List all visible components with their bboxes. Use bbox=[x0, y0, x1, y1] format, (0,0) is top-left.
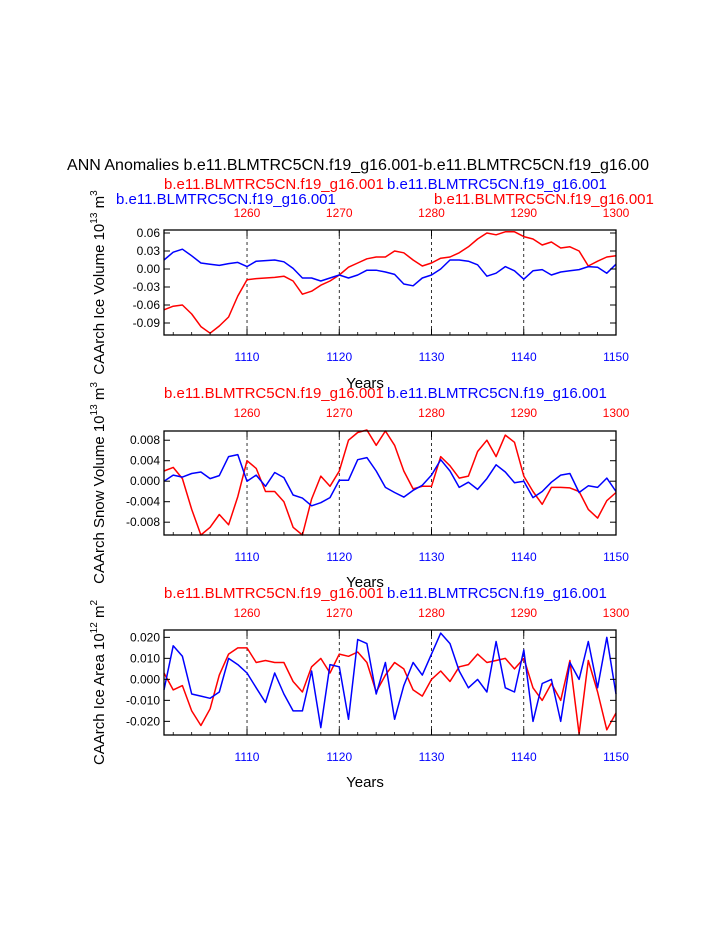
x-tick-label-bottom: 1110 bbox=[235, 550, 260, 564]
x-tick-label-top: 1260 bbox=[234, 406, 261, 420]
x-tick-label-bottom: 1140 bbox=[511, 750, 537, 764]
y-tick-label: 0.000 bbox=[130, 672, 160, 686]
x-tick-label-top: 1290 bbox=[510, 406, 537, 420]
y-tick-label: 0.000 bbox=[130, 474, 160, 488]
y-tick-label: 0.010 bbox=[130, 651, 160, 665]
y-axis-label: CAArch Ice Area 1012 m2 bbox=[89, 600, 108, 766]
x-tick-label-top: 1300 bbox=[603, 606, 630, 620]
y-axis-label-part: CAArch Snow Volume 10 bbox=[91, 415, 108, 583]
x-tick-label-bottom: 1150 bbox=[603, 750, 629, 764]
x-tick-label-bottom: 1150 bbox=[603, 350, 629, 364]
x-tick-label-bottom: 1120 bbox=[326, 750, 352, 764]
panel-1: 0.06 0.03 0.00 -0.03 -0.06 -0.09 1110 1120 1130 1… bbox=[89, 176, 654, 392]
panel-2: 0.008 0.004 0.000 -0.004 -0.008 1110 1120 1130 1… bbox=[89, 382, 630, 591]
y-tick-label: 0.06 bbox=[137, 226, 161, 240]
main-title: ANN Anomalies b.e11.BLMTRC5CN.f19_g16.00… bbox=[67, 157, 649, 174]
y-axis-label-part: 3 bbox=[89, 190, 100, 196]
x-tick-label-bottom: 1120 bbox=[326, 350, 352, 364]
x-tick-label-bottom: 1130 bbox=[419, 350, 445, 364]
y-axis-label-part: CAArch Ice Area 10 bbox=[91, 633, 108, 765]
x-axis-label: Years bbox=[346, 574, 384, 591]
x-tick-label-bottom: 1140 bbox=[511, 350, 537, 364]
y-axis-label: CAArch Snow Volume 1013 m3 bbox=[89, 382, 108, 584]
series-label-top: b.e11.BLMTRC5CN.f19_g16.001 bbox=[387, 176, 607, 193]
series-line-blue bbox=[163, 453, 617, 507]
y-axis-label-part: CAArch Ice Volume 10 bbox=[91, 224, 108, 375]
x-tick-label-top: 1260 bbox=[234, 206, 261, 220]
y-tick-label: -0.008 bbox=[126, 515, 160, 529]
x-tick-label-top: 1280 bbox=[418, 606, 445, 620]
y-tick-label: -0.010 bbox=[126, 693, 160, 707]
series-line-red bbox=[163, 647, 617, 735]
x-tick-label-top: 1260 bbox=[234, 606, 261, 620]
y-tick-label: 0.03 bbox=[137, 244, 161, 258]
x-tick-label-top: 1300 bbox=[603, 206, 630, 220]
y-axis-label: CAArch Ice Volume 1013 m3 bbox=[89, 190, 108, 375]
series-label-top: b.e11.BLMTRC5CN.f19_g16.001 bbox=[387, 385, 607, 402]
x-tick-label-top: 1280 bbox=[418, 406, 445, 420]
y-tick-label: 0.004 bbox=[130, 454, 160, 468]
series-label-top: b.e11.BLMTRC5CN.f19_g16.001 bbox=[387, 585, 607, 602]
x-tick-label-top: 1270 bbox=[326, 606, 353, 620]
y-tick-label: 0.008 bbox=[130, 433, 160, 447]
y-tick-label: -0.09 bbox=[133, 316, 161, 330]
y-axis-label-part: m bbox=[91, 388, 108, 405]
y-tick-label: 0.020 bbox=[130, 630, 160, 644]
series-label-top: b.e11.BLMTRC5CN.f19_g16.001 bbox=[164, 585, 384, 602]
x-tick-label-top: 1290 bbox=[510, 206, 537, 220]
x-axis-label: Years bbox=[346, 774, 384, 791]
x-tick-label-top: 1270 bbox=[326, 206, 353, 220]
x-tick-label-bottom: 1120 bbox=[326, 550, 352, 564]
series-label-top: b.e11.BLMTRC5CN.f19_g16.001 bbox=[116, 191, 336, 208]
series-line-red bbox=[163, 429, 617, 536]
x-tick-label-bottom: 1110 bbox=[235, 350, 260, 364]
y-tick-label: -0.06 bbox=[133, 298, 161, 312]
y-axis-label-part: m bbox=[91, 196, 108, 213]
y-axis-label-part: 13 bbox=[89, 212, 100, 224]
x-tick-label-top: 1290 bbox=[510, 606, 537, 620]
y-axis-label-part: 12 bbox=[89, 622, 100, 634]
x-tick-label-top: 1300 bbox=[603, 406, 630, 420]
y-axis-label-part: m bbox=[91, 606, 108, 623]
x-axis-label: Years bbox=[346, 375, 384, 392]
x-tick-label-bottom: 1140 bbox=[511, 550, 537, 564]
plot-frame bbox=[163, 629, 617, 736]
x-tick-label-bottom: 1130 bbox=[419, 750, 445, 764]
y-tick-label: -0.020 bbox=[126, 714, 160, 728]
series-label-top: b.e11.BLMTRC5CN.f19_g16.001 bbox=[164, 385, 384, 402]
plot-frame bbox=[163, 430, 617, 536]
y-axis-label-part: 3 bbox=[89, 382, 100, 388]
y-axis-label-part: 2 bbox=[89, 600, 100, 606]
x-tick-label-bottom: 1130 bbox=[419, 550, 445, 564]
x-tick-label-bottom: 1110 bbox=[235, 750, 260, 764]
series-line-blue bbox=[163, 248, 617, 287]
y-tick-label: 0.00 bbox=[137, 262, 161, 276]
series-label-top: b.e11.BLMTRC5CN.f19_g16.001 bbox=[164, 176, 384, 193]
panel-3: 0.020 0.010 0.000 -0.010 -0.020 1110 1120 1130 1… bbox=[89, 585, 630, 791]
plot-frame bbox=[163, 229, 617, 336]
x-tick-label-top: 1270 bbox=[326, 406, 353, 420]
series-label-top: b.e11.BLMTRC5CN.f19_g16.001 bbox=[434, 191, 654, 208]
x-tick-label-top: 1280 bbox=[418, 206, 445, 220]
y-axis-label-part: 13 bbox=[89, 404, 100, 416]
x-tick-label-bottom: 1150 bbox=[603, 550, 629, 564]
series-line-blue bbox=[163, 632, 617, 729]
y-tick-label: -0.03 bbox=[133, 280, 161, 294]
y-tick-label: -0.004 bbox=[126, 495, 160, 509]
series-line-red bbox=[163, 231, 617, 334]
